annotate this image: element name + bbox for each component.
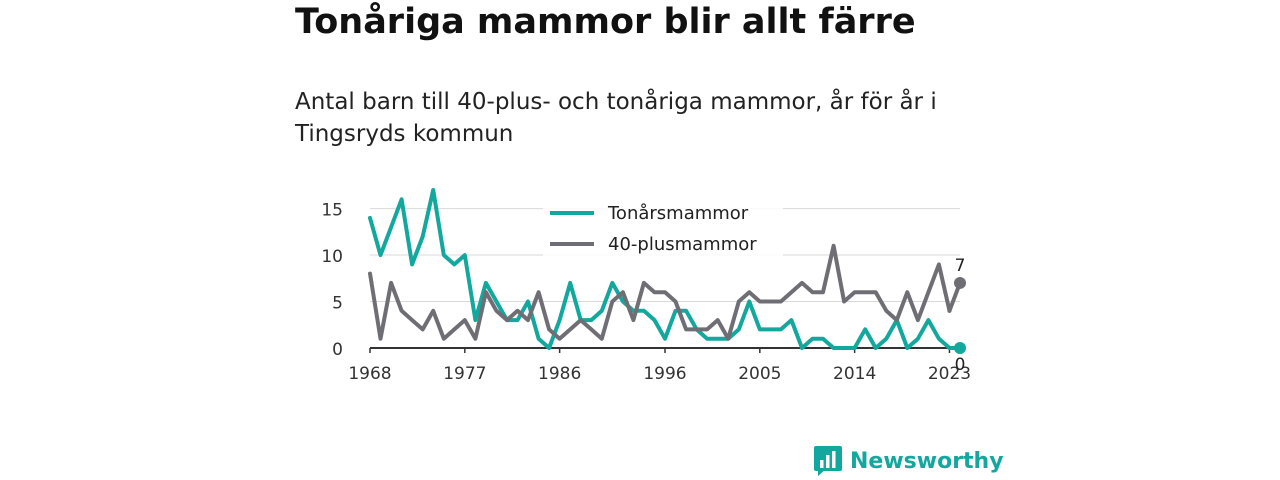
chart-subtitle: Antal barn till 40-plus- och tonåriga ma… bbox=[295, 89, 937, 147]
y-tick-label: 15 bbox=[321, 201, 343, 221]
brand-name: Newsworthy bbox=[850, 448, 1004, 474]
x-tick-label: 1996 bbox=[643, 364, 686, 384]
end-value-label: 7 bbox=[955, 256, 966, 276]
x-tick-label: 1968 bbox=[348, 364, 391, 384]
y-tick-label: 10 bbox=[321, 247, 343, 267]
legend-background bbox=[543, 196, 783, 262]
bar-chart-logo-icon bbox=[814, 446, 842, 476]
x-tick-label: 2014 bbox=[833, 364, 876, 384]
end-value-label: 0 bbox=[955, 355, 966, 375]
legend-label: Tonårsmammor bbox=[607, 203, 749, 224]
chart-title: Tonåriga mammor blir allt färre bbox=[295, 2, 916, 42]
y-tick-label: 5 bbox=[332, 294, 343, 314]
x-tick-label: 2023 bbox=[928, 364, 971, 384]
end-point-marker bbox=[954, 342, 966, 354]
x-tick-label: 1977 bbox=[443, 364, 486, 384]
legend-label: 40-plusmammor bbox=[608, 234, 757, 255]
x-tick-label: 2005 bbox=[738, 364, 781, 384]
x-tick-label: 1986 bbox=[538, 364, 581, 384]
y-tick-label: 0 bbox=[332, 340, 343, 360]
series-line-teen-mothers bbox=[368, 188, 952, 350]
line-chart: 0 5 10 15 1968 1977 1986 1996 2005 2014 2023 7 0 Tonå… bbox=[321, 188, 971, 384]
end-point-marker bbox=[954, 276, 966, 289]
newsworthy-logo: Newsworthy bbox=[814, 446, 1004, 476]
series-line-mothers-40-plus bbox=[368, 243, 952, 341]
